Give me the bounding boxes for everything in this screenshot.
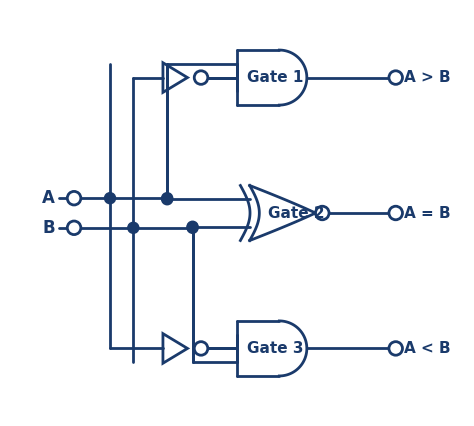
Text: Gate 1: Gate 1 bbox=[247, 70, 303, 85]
Circle shape bbox=[67, 191, 81, 205]
Text: A: A bbox=[42, 189, 55, 207]
Circle shape bbox=[162, 194, 173, 205]
Circle shape bbox=[105, 193, 116, 204]
Text: A > B: A > B bbox=[404, 70, 451, 85]
Circle shape bbox=[187, 221, 198, 232]
Text: A = B: A = B bbox=[404, 205, 451, 221]
Text: B: B bbox=[42, 219, 55, 237]
Circle shape bbox=[128, 222, 139, 233]
Circle shape bbox=[389, 342, 402, 355]
Circle shape bbox=[389, 71, 402, 84]
Circle shape bbox=[194, 342, 208, 355]
Text: Gate 2: Gate 2 bbox=[268, 205, 325, 221]
Text: A < B: A < B bbox=[404, 341, 451, 356]
Circle shape bbox=[389, 206, 402, 220]
Circle shape bbox=[187, 222, 198, 233]
Circle shape bbox=[316, 206, 329, 220]
Circle shape bbox=[162, 193, 173, 204]
Circle shape bbox=[67, 221, 81, 235]
Circle shape bbox=[194, 71, 208, 84]
Text: Gate 3: Gate 3 bbox=[247, 341, 303, 356]
